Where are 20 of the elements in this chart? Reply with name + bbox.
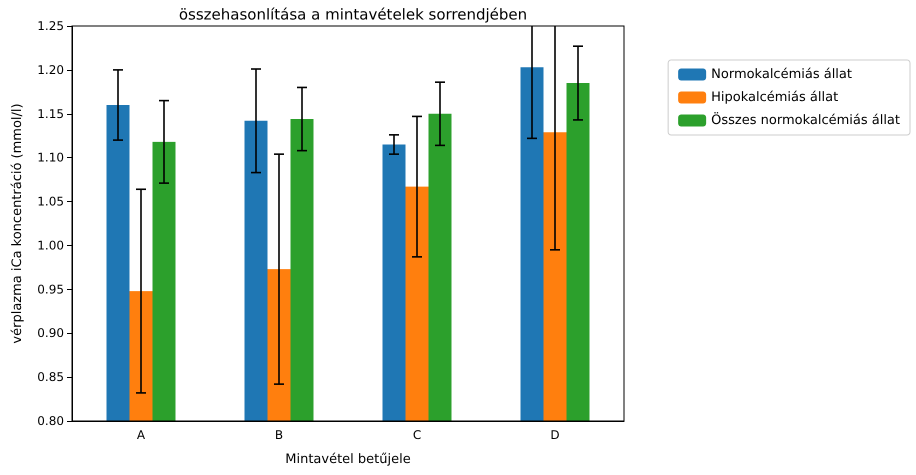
y-tick-label: 0.85 [37,370,64,384]
y-tick-label: 1.05 [37,194,64,209]
y-tick-label: 0.80 [37,414,64,428]
chart-title: összehasonlítása a mintavételek sorrendjében [178,6,528,24]
y-tick-label: 1.15 [37,106,64,121]
legend-label: Hipokalcémiás állat [711,90,838,105]
x-tick-label: B [274,428,284,442]
legend-label: Normokalcémiás állat [711,67,852,82]
y-tick-label: 1.10 [37,150,64,165]
y-tick-label: 1.20 [37,62,64,77]
legend-label: Összes normokalcémiás állat [711,112,900,128]
y-tick-label: 0.95 [37,282,64,296]
x-tick-label: A [136,428,146,442]
y-tick-label: 1.00 [37,238,64,252]
y-tick-label: 0.90 [37,326,64,340]
x-tick-label: C [412,428,422,442]
y-axis-title: vérplazma iCa koncentráció (mmol/l) [10,103,25,344]
x-axis-title: Mintavétel betűjele [285,452,411,467]
x-tick-label: D [550,428,560,442]
y-tick-label: 1.25 [37,19,64,33]
